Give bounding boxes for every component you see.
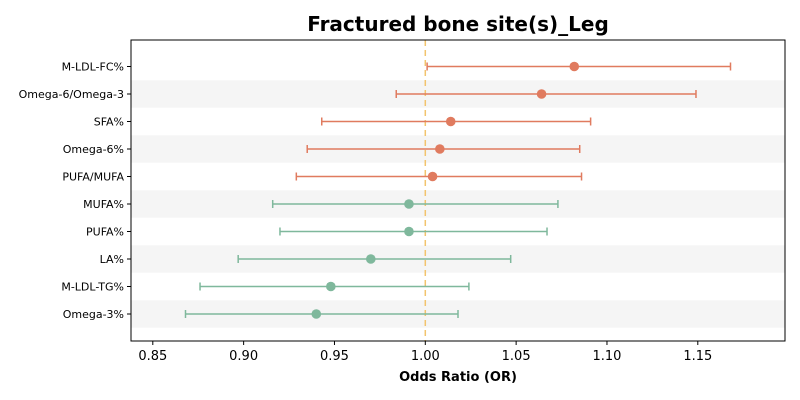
or-point [366, 254, 376, 264]
y-axis: M-LDL-FC% Omega-6/Omega-3 SFA% Omega-6% PUFA… [19, 61, 131, 321]
or-point [536, 89, 547, 99]
x-axis-label: Odds Ratio (OR) [399, 370, 517, 385]
chart-title: Fractured bone site(s)_Leg [307, 12, 609, 36]
category-label: MUFA% [83, 198, 124, 211]
category-label: M-LDL-TG% [61, 281, 124, 294]
or-point [445, 116, 456, 127]
x-tick-label: 0.90 [229, 349, 258, 364]
or-point [569, 61, 580, 72]
or-point [427, 171, 438, 182]
category-label: LA% [100, 253, 124, 266]
forest-row [184, 309, 459, 319]
x-tick-label: 0.85 [138, 349, 167, 364]
x-tick-label: 1.15 [683, 349, 712, 364]
category-label: SFA% [94, 116, 124, 129]
forest-row [321, 116, 592, 127]
x-tick-label: 0.95 [320, 349, 349, 364]
forest-row [279, 226, 548, 237]
forest-row [395, 89, 697, 99]
category-label: PUFA% [86, 226, 124, 239]
plot-frame [130, 39, 786, 342]
x-tick-label: 1.05 [502, 349, 531, 364]
forest-row [426, 61, 732, 72]
x-tick-label: 1.00 [411, 349, 440, 364]
category-label: PUFA/MUFA [62, 171, 124, 184]
forest-row [237, 254, 512, 264]
forest-row [271, 199, 559, 209]
or-point [326, 281, 336, 292]
plot-border [130, 39, 786, 342]
forest-row [306, 144, 581, 154]
forest-row [295, 171, 583, 182]
category-label: M-LDL-FC% [62, 61, 124, 74]
forest-rows [184, 61, 732, 319]
forest-row [199, 281, 470, 292]
x-tick-label: 1.10 [592, 349, 621, 364]
category-label: Omega-6% [63, 143, 124, 156]
x-axis: 0.85 0.90 0.95 1.00 1.05 1.10 1.15 [138, 341, 712, 364]
or-point [404, 226, 414, 237]
or-point [311, 309, 322, 319]
or-point [435, 144, 445, 154]
or-point [404, 199, 414, 209]
category-label: Omega-6/Omega-3 [19, 88, 124, 101]
category-label: Omega-3% [63, 308, 124, 321]
